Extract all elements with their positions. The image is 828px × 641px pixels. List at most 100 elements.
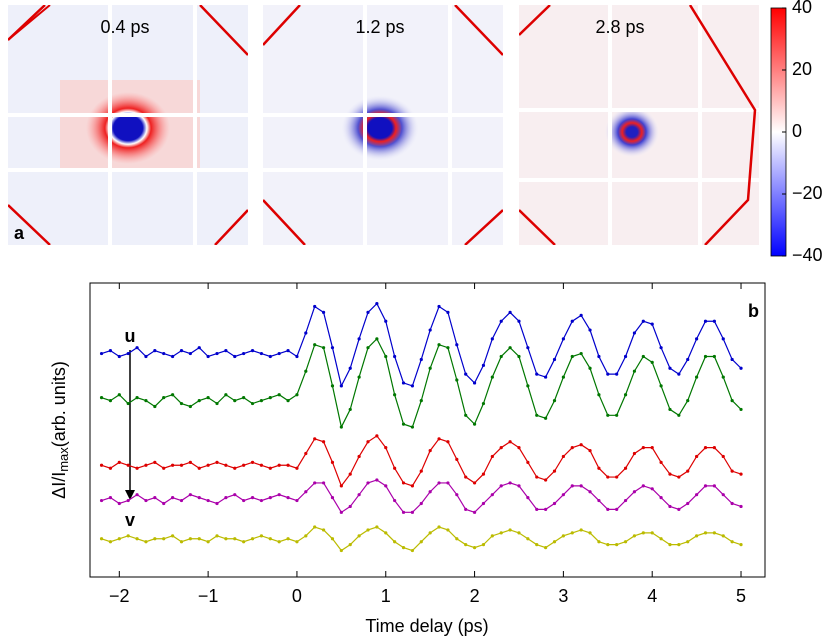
point <box>615 413 619 417</box>
arrow-head <box>125 490 135 500</box>
point <box>206 540 210 544</box>
point <box>179 401 184 406</box>
point <box>295 466 299 470</box>
point <box>188 537 192 541</box>
point <box>144 354 148 359</box>
point <box>259 351 264 356</box>
point <box>579 528 583 532</box>
point <box>668 504 672 509</box>
point <box>623 498 628 503</box>
point <box>295 540 299 544</box>
point <box>242 463 246 467</box>
point <box>170 354 175 359</box>
panel-label: 2.8 ps <box>595 17 644 37</box>
point <box>162 396 166 400</box>
point <box>357 375 361 379</box>
point <box>526 496 530 500</box>
point <box>517 446 521 450</box>
point <box>695 337 699 341</box>
colorbar-tick-label: −20 <box>792 183 823 203</box>
point <box>410 425 415 429</box>
panel-letter: b <box>748 301 759 321</box>
point <box>108 466 113 470</box>
point <box>508 528 512 532</box>
point <box>348 472 352 476</box>
point <box>428 328 432 332</box>
point <box>419 501 423 506</box>
point <box>153 496 157 500</box>
point <box>117 354 121 359</box>
point <box>233 354 237 359</box>
point <box>126 401 130 406</box>
point <box>250 460 255 464</box>
point <box>277 351 281 356</box>
point <box>295 354 299 359</box>
point <box>108 496 113 500</box>
point <box>437 481 441 485</box>
point <box>517 531 521 535</box>
point <box>659 384 663 388</box>
point <box>437 437 441 441</box>
point <box>295 393 299 397</box>
point <box>135 346 139 350</box>
point <box>99 498 104 503</box>
point <box>259 498 264 503</box>
point <box>721 337 725 341</box>
point <box>242 396 246 400</box>
point <box>313 481 317 485</box>
point <box>437 304 441 309</box>
point <box>135 396 139 400</box>
point <box>99 463 104 467</box>
point <box>615 543 619 547</box>
point <box>357 493 361 497</box>
point <box>357 454 361 459</box>
point <box>632 534 637 538</box>
point <box>126 498 130 503</box>
point <box>366 481 370 485</box>
series-line <box>101 435 742 488</box>
point <box>464 372 468 376</box>
point <box>153 460 157 464</box>
point <box>277 493 281 497</box>
series-line <box>101 526 742 552</box>
point <box>739 407 743 412</box>
series-line <box>101 479 742 514</box>
point <box>153 537 157 541</box>
point <box>472 510 477 514</box>
point <box>641 354 645 359</box>
point <box>321 481 326 485</box>
point <box>650 487 654 491</box>
point <box>686 469 690 473</box>
point <box>677 507 681 511</box>
point <box>499 531 503 535</box>
point <box>623 540 628 544</box>
point <box>384 484 388 488</box>
point <box>455 343 459 347</box>
point <box>206 396 210 400</box>
detector-image <box>263 5 503 245</box>
point <box>144 399 148 403</box>
point <box>517 484 521 488</box>
point <box>472 381 477 385</box>
point <box>721 534 725 538</box>
point <box>268 354 272 359</box>
point <box>393 354 397 359</box>
point <box>686 399 690 403</box>
point <box>499 319 503 323</box>
point <box>730 469 734 473</box>
point <box>481 363 486 367</box>
point <box>481 472 486 476</box>
point <box>517 354 521 359</box>
point <box>428 366 432 370</box>
point <box>286 496 290 500</box>
point <box>464 507 468 511</box>
point <box>233 466 237 470</box>
point <box>339 484 343 488</box>
point <box>135 493 139 497</box>
point <box>570 319 574 323</box>
point <box>304 490 308 494</box>
point <box>712 446 716 450</box>
point <box>179 463 184 467</box>
point <box>570 484 574 488</box>
point <box>668 543 672 547</box>
